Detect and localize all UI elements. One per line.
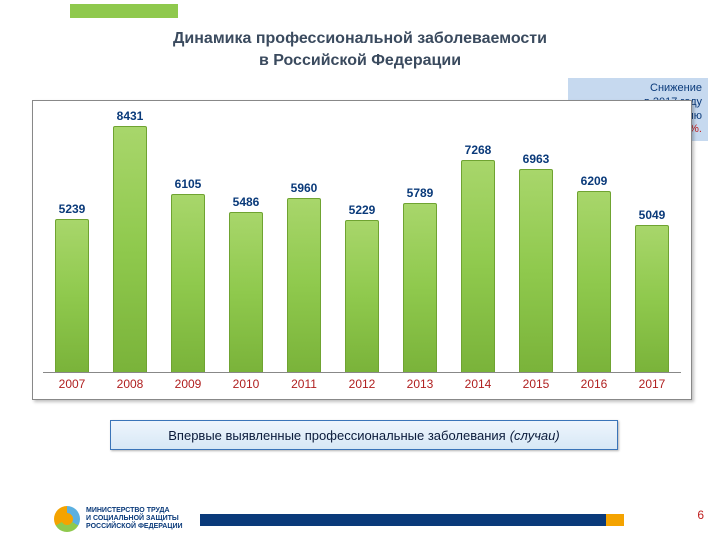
bar-slot: 5229 [342, 203, 382, 373]
x-tick-label: 2011 [284, 377, 324, 395]
bar-slot: 5486 [226, 195, 266, 373]
caption-text: Впервые выявленные профессиональные забо… [168, 428, 505, 443]
title-line1: Динамика профессиональной заболеваемости [173, 30, 547, 47]
bar [403, 203, 437, 373]
x-tick-label: 2007 [52, 377, 92, 395]
bar-value-label: 5239 [59, 202, 86, 216]
bar [519, 169, 553, 373]
bar [229, 212, 263, 373]
x-baseline [43, 372, 681, 373]
ministry-block: МИНИСТЕРСТВО ТРУДАИ СОЦИАЛЬНОЙ ЗАЩИТЫРОС… [54, 506, 183, 532]
bar-value-label: 6963 [523, 152, 550, 166]
bar-slot: 6105 [168, 177, 208, 373]
bar-value-label: 5960 [291, 181, 318, 195]
x-tick-label: 2012 [342, 377, 382, 395]
ministry-text: МИНИСТЕРСТВО ТРУДАИ СОЦИАЛЬНОЙ ЗАЩИТЫРОС… [86, 507, 183, 530]
bar-value-label: 6105 [175, 177, 202, 191]
bar [577, 191, 611, 373]
bar [635, 225, 669, 373]
bar-slot: 5960 [284, 181, 324, 373]
bar-value-label: 7268 [465, 143, 492, 157]
x-tick-label: 2010 [226, 377, 266, 395]
bar-value-label: 6209 [581, 174, 608, 188]
x-tick-label: 2016 [574, 377, 614, 395]
x-tick-label: 2013 [400, 377, 440, 395]
page-number: 6 [697, 508, 704, 522]
x-axis: 2007 2008 2009 2010 2011 2012 2013 2014 2015 2016… [43, 377, 681, 395]
bar [345, 220, 379, 373]
x-tick-label: 2008 [110, 377, 150, 395]
bar-slot: 7268 [458, 143, 498, 373]
bar-slot: 5239 [52, 202, 92, 373]
bar-slot: 5789 [400, 186, 440, 373]
top-accent-bar [70, 4, 178, 18]
bars-container: 5239 8431 6105 5486 5960 5229 5789 7268 6963 6209… [43, 111, 681, 373]
bar-chart: 5239 8431 6105 5486 5960 5229 5789 7268 6963 6209… [32, 100, 692, 400]
ministry-logo-icon [54, 506, 80, 532]
plot-area: 5239 8431 6105 5486 5960 5229 5789 7268 6963 6209… [43, 111, 681, 373]
x-tick-label: 2015 [516, 377, 556, 395]
bar [461, 160, 495, 373]
x-tick-label: 2009 [168, 377, 208, 395]
bar [55, 219, 89, 373]
bar-slot: 8431 [110, 109, 150, 373]
bar-value-label: 5486 [233, 195, 260, 209]
bar-slot: 5049 [632, 208, 672, 373]
caption-box: Впервые выявленные профессиональные забо… [110, 420, 618, 450]
footer-bar [200, 514, 620, 526]
bar [171, 194, 205, 373]
x-tick-label: 2014 [458, 377, 498, 395]
bar-value-label: 5229 [349, 203, 376, 217]
bar-value-label: 5049 [639, 208, 666, 222]
title-line2: в Российской Федерации [259, 52, 461, 69]
annotation-line: Снижение [574, 82, 702, 96]
bar-value-label: 8431 [117, 109, 144, 123]
bar-slot: 6209 [574, 174, 614, 373]
page-title: Динамика профессиональной заболеваемости… [0, 28, 720, 71]
bar-value-label: 5789 [407, 186, 434, 200]
bar-slot: 6963 [516, 152, 556, 373]
x-tick-label: 2017 [632, 377, 672, 395]
caption-italic: (случаи) [510, 428, 560, 443]
bar [287, 198, 321, 373]
bar [113, 126, 147, 373]
